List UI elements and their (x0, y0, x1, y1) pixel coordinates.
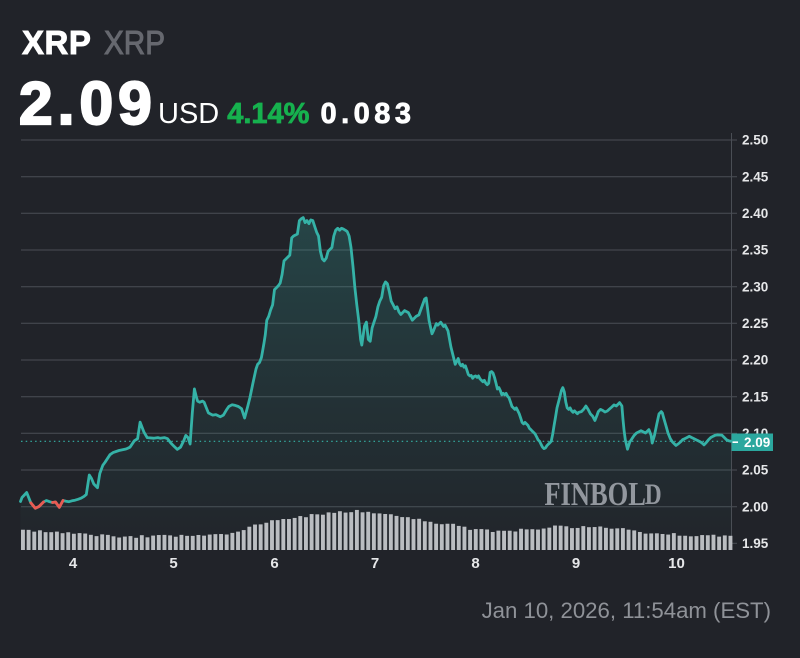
svg-text:9: 9 (572, 555, 580, 572)
svg-text:2.45: 2.45 (742, 169, 769, 184)
svg-text:2.05: 2.05 (742, 463, 769, 478)
svg-text:7: 7 (371, 555, 379, 572)
svg-text:2.50: 2.50 (742, 133, 768, 148)
svg-text:2.30: 2.30 (742, 279, 768, 294)
svg-text:2.15: 2.15 (742, 389, 769, 404)
svg-text:D: D (645, 477, 662, 510)
svg-text:2.25: 2.25 (742, 316, 769, 331)
svg-text:1.95: 1.95 (742, 536, 769, 551)
svg-text:2.00: 2.00 (742, 499, 768, 514)
svg-text:2.40: 2.40 (742, 206, 768, 221)
svg-text:8: 8 (471, 555, 479, 572)
svg-text:4: 4 (69, 555, 78, 572)
svg-text:10: 10 (668, 555, 685, 572)
svg-text:2.35: 2.35 (742, 243, 769, 258)
svg-text:FINBOL: FINBOL (544, 475, 646, 513)
svg-text:5: 5 (169, 555, 177, 572)
svg-text:6: 6 (270, 555, 278, 572)
svg-text:2.20: 2.20 (742, 353, 768, 368)
svg-text:2.09: 2.09 (744, 435, 770, 450)
